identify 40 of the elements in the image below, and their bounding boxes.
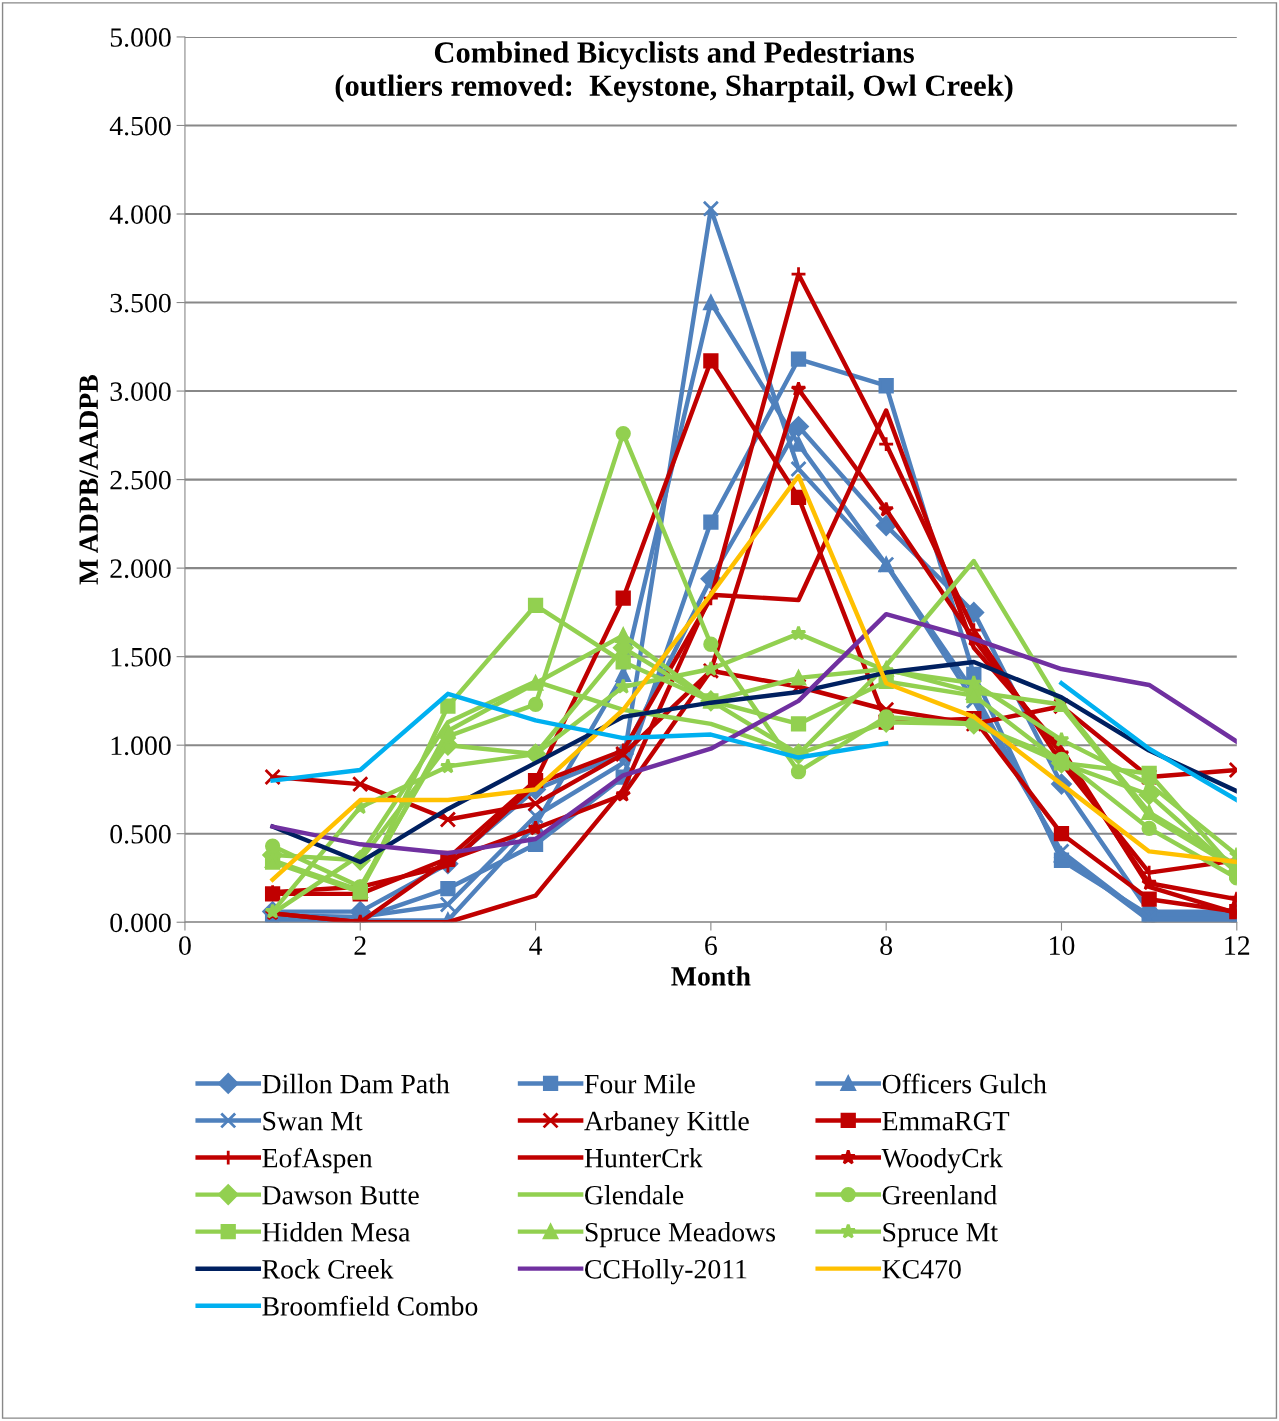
y-tick-label: 1.500 [111,647,171,667]
x-axis-title: Month [671,966,751,986]
legend-label: Spruce Mt [883,1222,998,1248]
x-tick-label: 2 [354,936,366,955]
legend-label: CCHolly-2011 [585,1259,747,1285]
y-tick-label: 5.000 [110,28,171,47]
y-tick-label: 0.500 [110,824,171,844]
legend-label: Broomfield Combo [262,1295,478,1316]
y-tick-label: 2.000 [110,559,171,579]
y-tick-label: 3.500 [110,293,171,313]
x-tick-label: 0 [179,936,191,955]
y-tick-label: 3.000 [110,382,171,402]
legend-label: KC470 [882,1259,961,1279]
legend-label: Arbaney Kittle [584,1110,749,1137]
legend-label: Hidden Mesa [262,1222,411,1242]
x-tick-label: 6 [705,936,717,955]
x-tick-label: 4 [529,936,543,955]
legend-label: Spruce Meadows [585,1222,775,1248]
legend-label: Rock Creek [262,1259,394,1279]
legend-label: Dillon Dam Path [262,1073,450,1094]
legend-label: EofAspen [262,1147,373,1174]
legend-label: Swan Mt [263,1111,363,1131]
text: Combined Bicyclists and Pedestrians (outliers removed: Keystone, Sharptail, Owl Creek) [335,41,1013,103]
y-axis-title: M ADPB/AADPB [79,375,99,585]
legend-label: HunterCrk [584,1148,703,1168]
legend-label: Officers Gulch [882,1073,1047,1094]
legend-label: EmmaRGT [882,1111,1010,1131]
legend-label: WoodyCrk [881,1147,1003,1174]
y-tick-label: 0.000 [110,913,171,933]
x-tick-label: 8 [880,936,893,955]
y-tick-label: 4.000 [109,205,171,225]
legend-label: Four Mile [584,1073,695,1094]
x-tick-label: 10 [1050,936,1075,955]
legend-label: Greenland [882,1185,997,1205]
y-tick-label: 1.000 [111,736,171,756]
legend-label: Dawson Butte [262,1186,419,1205]
x-tick-label: 12 [1225,936,1250,955]
y-tick-label: 2.500 [110,470,171,490]
y-tick-label: 4.500 [109,116,171,136]
legend-label: Glendale [585,1185,684,1205]
